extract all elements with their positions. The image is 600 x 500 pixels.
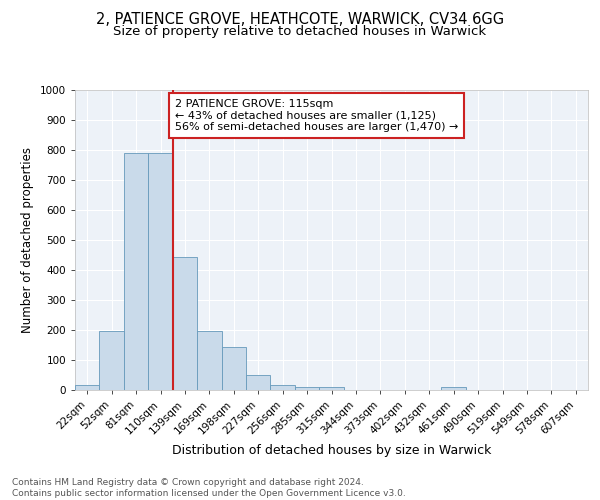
Bar (271, 384, 295, 390)
Bar (197, 331, 221, 390)
Text: Size of property relative to detached houses in Warwick: Size of property relative to detached ho… (113, 25, 487, 38)
Bar (319, 387, 344, 390)
Text: 2, PATIENCE GROVE, HEATHCOTE, WARWICK, CV34 6GG: 2, PATIENCE GROVE, HEATHCOTE, WARWICK, C… (96, 12, 504, 28)
Bar (295, 387, 319, 390)
X-axis label: Distribution of detached houses by size in Warwick: Distribution of detached houses by size … (172, 444, 491, 457)
Text: Contains HM Land Registry data © Crown copyright and database right 2024.
Contai: Contains HM Land Registry data © Crown c… (12, 478, 406, 498)
Bar (75, 384, 100, 390)
Bar (221, 347, 246, 390)
Bar (148, 153, 173, 390)
Bar (124, 153, 148, 390)
Text: 2 PATIENCE GROVE: 115sqm
← 43% of detached houses are smaller (1,125)
56% of sem: 2 PATIENCE GROVE: 115sqm ← 43% of detach… (175, 99, 458, 132)
Y-axis label: Number of detached properties: Number of detached properties (21, 147, 34, 333)
Bar (173, 257, 197, 390)
Bar (246, 375, 271, 390)
Bar (100, 331, 124, 390)
Bar (442, 387, 466, 390)
